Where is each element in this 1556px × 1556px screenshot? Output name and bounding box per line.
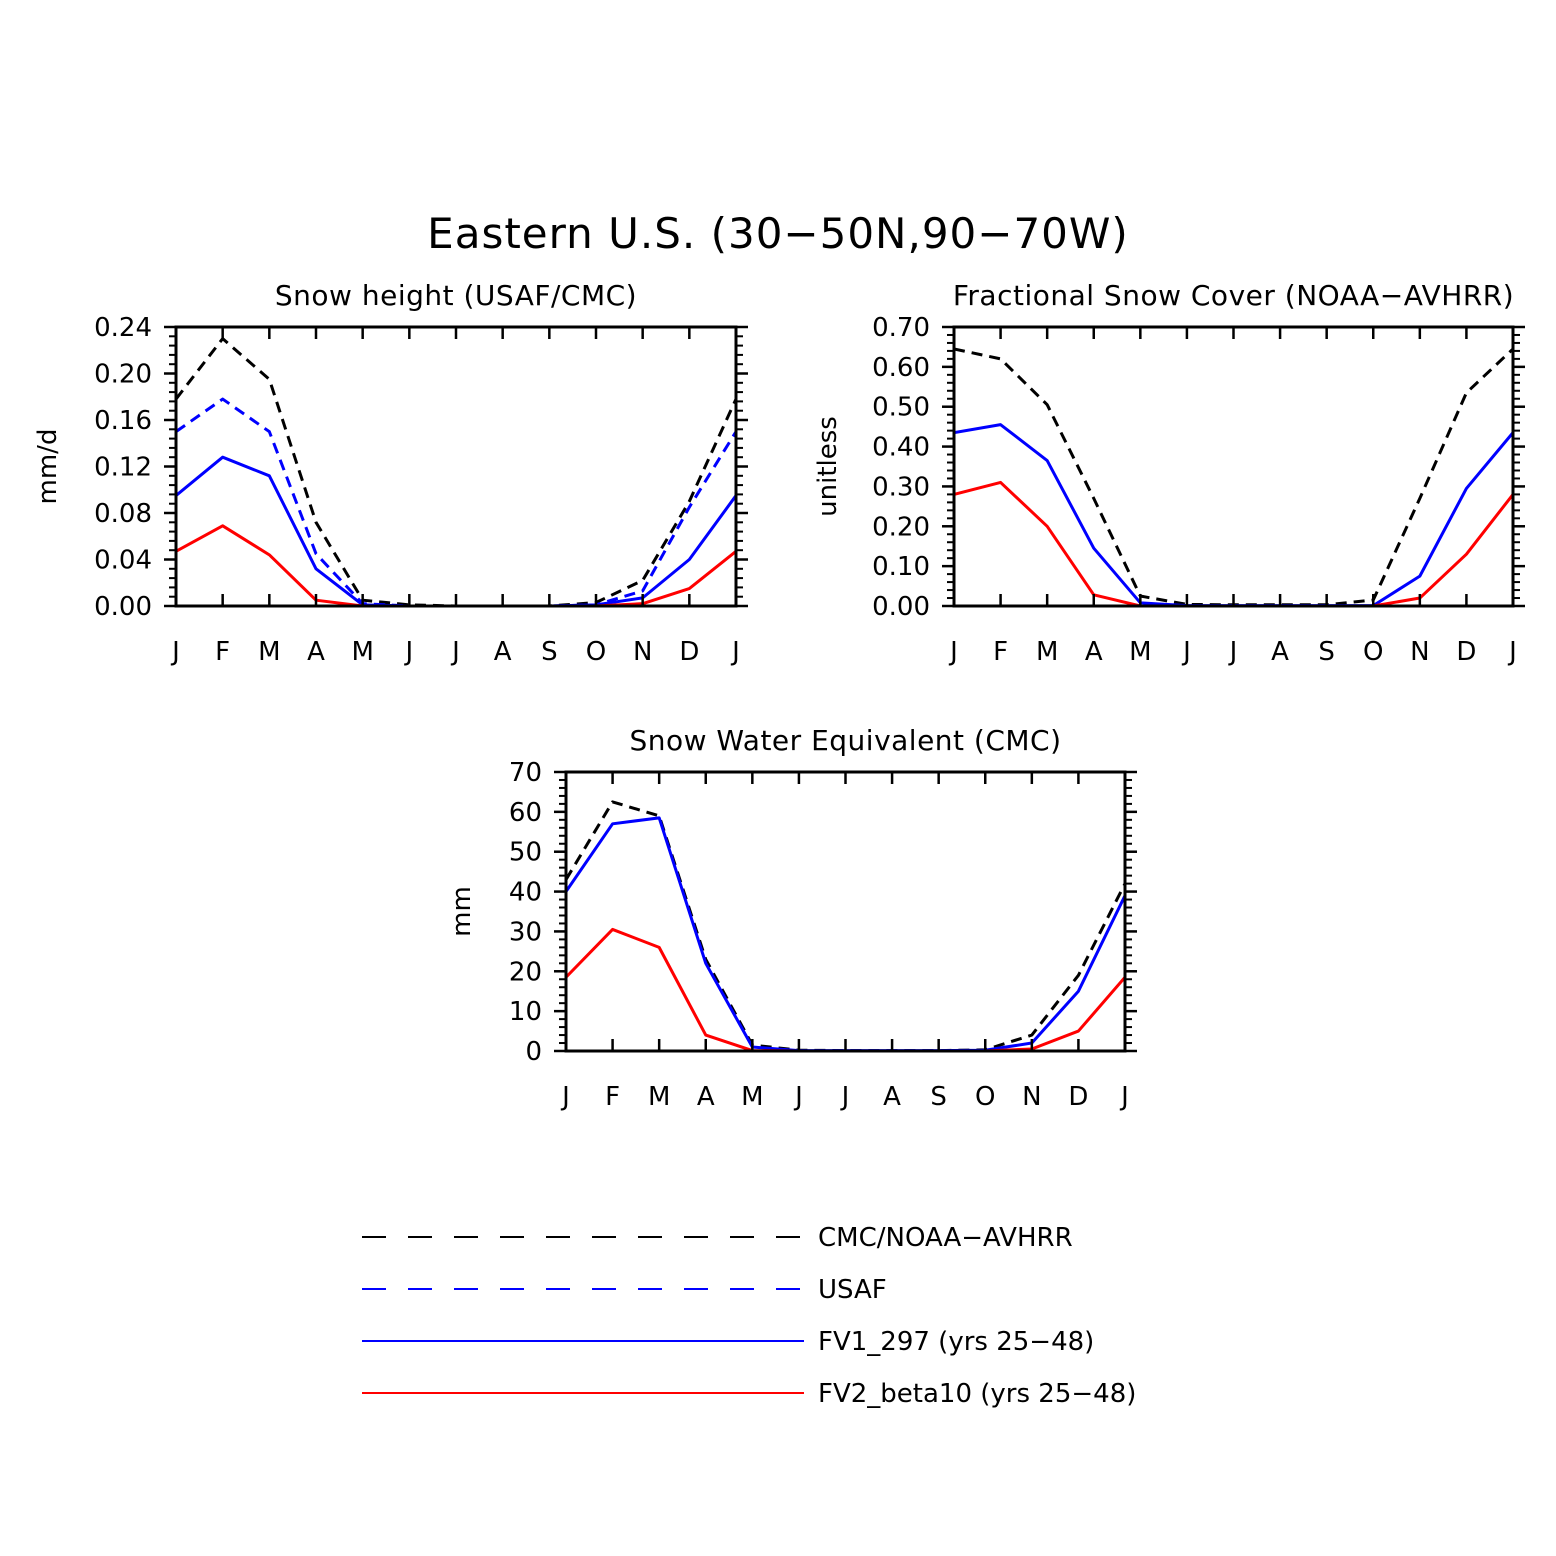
y-tick-label: 0.10 xyxy=(872,552,930,582)
series-line-fv2-beta10-yrs-25-48 xyxy=(954,480,1513,606)
x-tick-label: J xyxy=(1181,637,1191,667)
legend-label: CMC/NOAA−AVHRR xyxy=(818,1223,1073,1253)
plot-frame xyxy=(174,325,738,608)
legend: CMC/NOAA−AVHRR USAF FV1_297 (yrs 25−48) FV2… xyxy=(362,1223,1136,1409)
series-group xyxy=(954,347,1513,606)
series-line-fv2-beta10-yrs-25-48 xyxy=(176,524,736,606)
x-tick-label: D xyxy=(679,637,699,667)
y-tick-label: 0.20 xyxy=(872,512,930,542)
y-tick-label: 0.40 xyxy=(872,433,930,463)
series-line-cmc-noaa-avhrr xyxy=(566,800,1125,1051)
x-tick-label: A xyxy=(1271,637,1289,667)
x-tick-label: D xyxy=(1068,1082,1088,1112)
x-tick-label: M xyxy=(648,1082,670,1112)
panel-title: Fractional Snow Cover (NOAA−AVHRR) xyxy=(953,279,1514,312)
y-tick-label: 50 xyxy=(509,838,542,868)
x-tick-label: J xyxy=(1119,1082,1129,1112)
y-tick-label: 60 xyxy=(509,798,542,828)
x-tick-label: M xyxy=(258,637,280,667)
x-tick-label: O xyxy=(1363,637,1383,667)
x-tick-label: M xyxy=(741,1082,763,1112)
y-tick-label: 0.30 xyxy=(872,472,930,502)
chart-panel-snow-water-equivalent: Snow Water Equivalent (CMC)mmJ F M A M J J A S O N… xyxy=(447,724,1137,1112)
series-line-fv1-297-yrs-25-48 xyxy=(954,423,1513,606)
x-tick-label: F xyxy=(993,637,1008,667)
x-tick-label: F xyxy=(215,637,230,667)
x-tick-label: S xyxy=(930,1082,947,1112)
series-line-usaf xyxy=(176,397,736,606)
x-tick-label: N xyxy=(1022,1082,1041,1112)
x-tick-label: J xyxy=(730,637,740,667)
y-tick-label: 30 xyxy=(509,917,542,947)
x-tick-label: A xyxy=(307,637,325,667)
y-tick-label: 0.20 xyxy=(94,360,152,390)
x-tick-label: J xyxy=(403,637,413,667)
x-tick-label: J xyxy=(560,1082,570,1112)
x-tick-label: J xyxy=(1228,637,1238,667)
series-line-fv1-297-yrs-25-48 xyxy=(566,816,1125,1051)
series-group xyxy=(176,337,736,606)
x-tick-label: J xyxy=(840,1082,850,1112)
x-tick-label: J xyxy=(170,637,180,667)
legend-label: FV1_297 (yrs 25−48) xyxy=(818,1327,1094,1357)
legend-label: USAF xyxy=(818,1275,887,1305)
y-tick-label: 70 xyxy=(509,758,542,788)
x-tick-label: J xyxy=(793,1082,803,1112)
y-tick-label: 0.00 xyxy=(872,592,930,622)
x-tick-label: M xyxy=(351,637,373,667)
y-tick-label: 0.50 xyxy=(872,393,930,423)
y-tick-label: 0.16 xyxy=(94,406,152,436)
chart-panel-snow-height: Snow height (USAF/CMC)mm/dJ F M A M J J A S O N D J0… xyxy=(33,279,748,667)
y-tick-label: 0.00 xyxy=(94,592,152,622)
x-tick-label: F xyxy=(605,1082,620,1112)
y-axis-label: unitless xyxy=(813,416,843,517)
x-tick-label: J xyxy=(948,637,958,667)
x-tick-label: A xyxy=(494,637,512,667)
series-line-fv1-297-yrs-25-48 xyxy=(176,455,736,606)
legend-label: FV2_beta10 (yrs 25−48) xyxy=(818,1379,1136,1409)
y-tick-label: 0.04 xyxy=(94,546,152,576)
x-tick-label: A xyxy=(883,1082,901,1112)
x-tick-label: S xyxy=(541,637,558,667)
y-tick-label: 20 xyxy=(509,957,542,987)
y-axis-label: mm/d xyxy=(33,429,63,505)
y-tick-label: 0.12 xyxy=(94,453,152,483)
y-tick-label: 0.24 xyxy=(94,313,152,343)
y-tick-label: 40 xyxy=(509,878,542,908)
y-axis-label: mm xyxy=(447,886,477,937)
y-tick-label: 0.60 xyxy=(872,353,930,383)
series-group xyxy=(566,800,1125,1051)
y-tick-label: 10 xyxy=(509,997,542,1027)
series-line-cmc-noaa-avhrr xyxy=(954,347,1513,606)
x-tick-label: J xyxy=(1507,637,1517,667)
x-tick-label: N xyxy=(1410,637,1429,667)
panel-title: Snow Water Equivalent (CMC) xyxy=(629,724,1061,757)
x-tick-label: J xyxy=(450,637,460,667)
x-tick-label: O xyxy=(975,1082,995,1112)
figure-title: Eastern U.S. (30−50N,90−70W) xyxy=(427,209,1129,258)
x-tick-label: M xyxy=(1129,637,1151,667)
x-tick-label: A xyxy=(1085,637,1103,667)
chart-panel-fractional-snow-cover: Fractional Snow Cover (NOAA−AVHRR) unitle… xyxy=(813,279,1525,667)
x-tick-label: M xyxy=(1036,637,1058,667)
y-tick-label: 0 xyxy=(525,1037,542,1067)
x-tick-label: N xyxy=(633,637,652,667)
y-tick-label: 0.08 xyxy=(94,499,152,529)
x-tick-label: S xyxy=(1318,637,1335,667)
y-tick-label: 0.70 xyxy=(872,313,930,343)
panel-title: Snow height (USAF/CMC) xyxy=(275,279,637,312)
plot-frame xyxy=(952,325,1515,608)
x-tick-label: D xyxy=(1456,637,1476,667)
x-tick-label: A xyxy=(697,1082,715,1112)
x-tick-label: O xyxy=(586,637,606,667)
